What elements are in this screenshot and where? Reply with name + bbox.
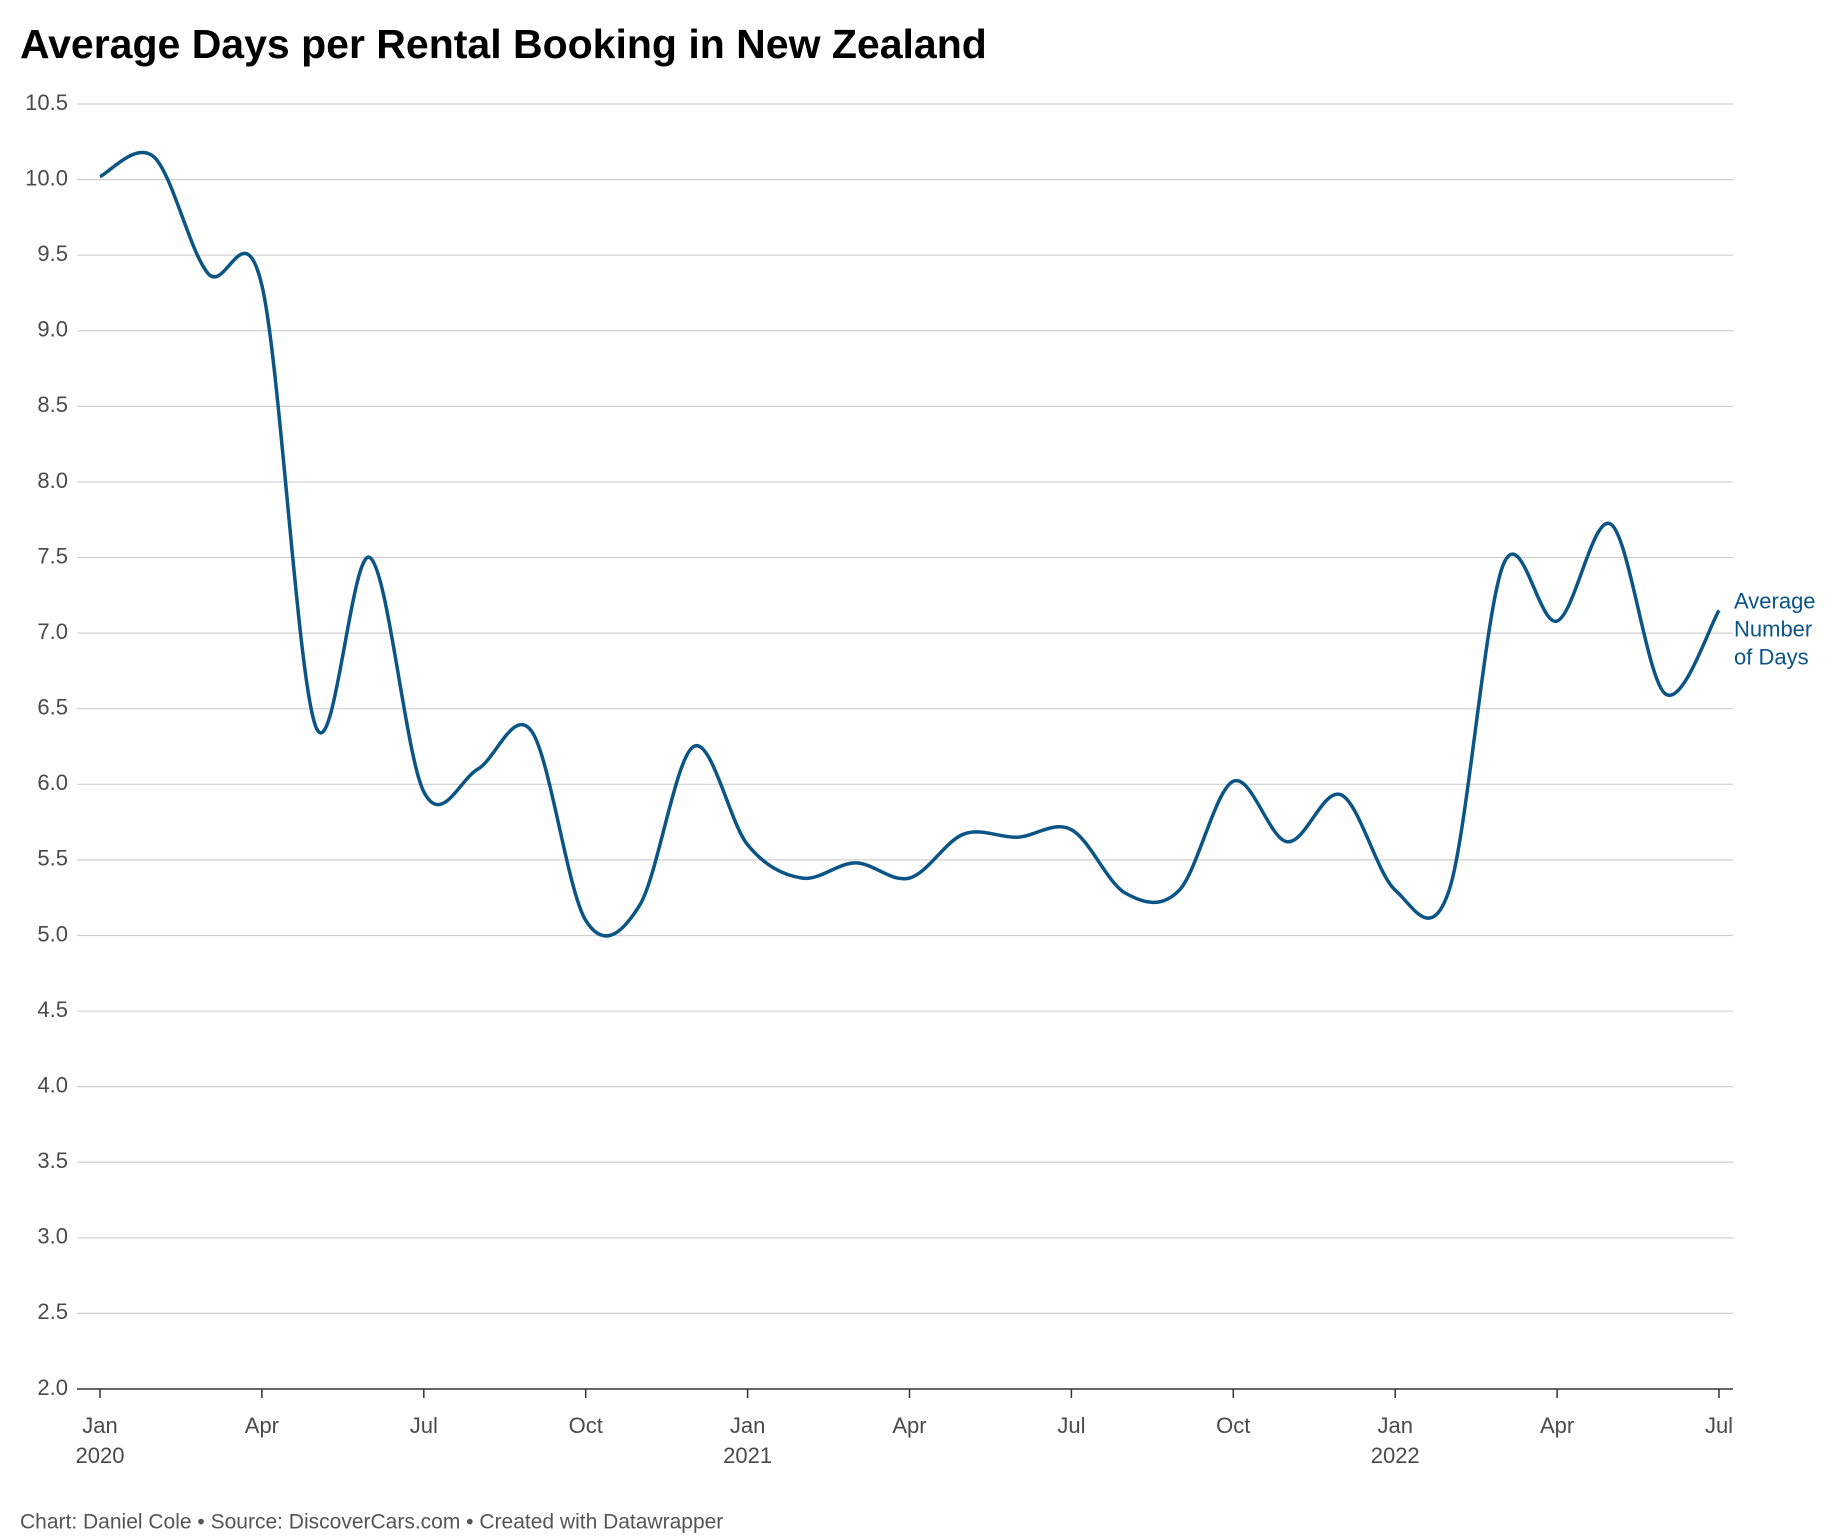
x-tick-label: Oct — [1216, 1413, 1250, 1438]
y-tick-label: 7.0 — [37, 619, 68, 644]
y-tick-label: 3.5 — [37, 1148, 68, 1173]
x-tick-label: Apr — [892, 1413, 926, 1438]
x-tick-label: Jul — [410, 1413, 438, 1438]
x-tick-label: Apr — [245, 1413, 279, 1438]
series-line — [99, 150, 1721, 938]
x-tick-label: Jul — [1705, 1413, 1733, 1438]
chart-title: Average Days per Rental Booking in New Z… — [20, 21, 987, 67]
y-tick-label: 8.0 — [37, 468, 68, 493]
x-tick-label: Apr — [1540, 1413, 1574, 1438]
y-tick-label: 10.0 — [25, 165, 68, 190]
x-tick-label: Jan — [730, 1413, 765, 1438]
x-tick-label: 2021 — [723, 1443, 772, 1468]
y-tick-label: 5.0 — [37, 921, 68, 946]
footer: Chart: Daniel Cole • Source: DiscoverCar… — [20, 1511, 723, 1534]
x-tick-label: 2020 — [76, 1443, 125, 1468]
y-tick-label: 6.0 — [37, 770, 68, 795]
x-tick-label: Jan — [82, 1413, 117, 1438]
y-tick-label: 2.0 — [37, 1375, 68, 1400]
y-tick-label: 8.5 — [37, 392, 68, 417]
x-tick-label: Jan — [1377, 1413, 1412, 1438]
y-tick-label: 6.5 — [37, 695, 68, 720]
y-tick-label: 2.5 — [37, 1299, 68, 1324]
x-tick-label: Jul — [1057, 1413, 1085, 1438]
y-tick-label: 9.5 — [37, 241, 68, 266]
x-tick-label: 2022 — [1371, 1443, 1420, 1468]
y-tick-label: 7.5 — [37, 543, 68, 568]
y-tick-label: 4.5 — [37, 997, 68, 1022]
x-tick-label: Oct — [569, 1413, 603, 1438]
series-label: Average Number of Days — [1734, 588, 1816, 669]
y-tick-label: 5.5 — [37, 846, 68, 871]
y-tick-label: 4.0 — [37, 1072, 68, 1097]
y-tick-label: 9.0 — [37, 317, 68, 342]
y-tick-label: 10.5 — [25, 90, 68, 115]
y-tick-label: 3.0 — [37, 1224, 68, 1249]
